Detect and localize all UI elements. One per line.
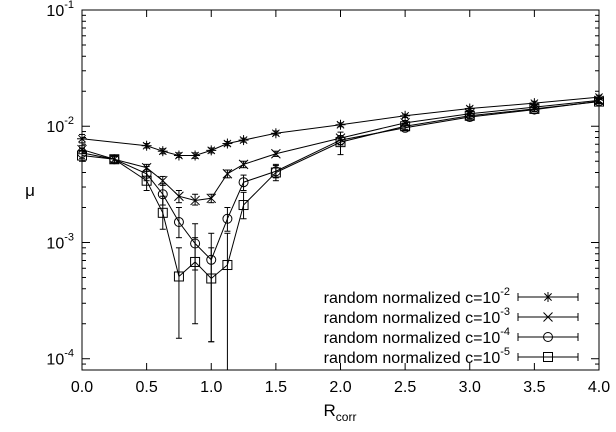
data-point-cross — [174, 191, 184, 202]
error-bar — [143, 170, 150, 192]
data-point-square — [529, 103, 540, 114]
data-point-asterisk — [173, 150, 184, 161]
data-point-asterisk — [400, 110, 411, 121]
data-point-square — [109, 154, 120, 165]
legend-entry: random normalized c=10-2 — [324, 286, 579, 307]
data-point-asterisk — [141, 140, 152, 151]
data-point-cross — [271, 148, 281, 159]
x-tick-label: 2.0 — [329, 379, 351, 396]
data-point-square — [270, 167, 281, 178]
legend-label: random normalized c=10-3 — [324, 306, 510, 327]
legend-label: random normalized c=10-5 — [324, 346, 510, 367]
data-point-square — [173, 271, 184, 282]
x-axis-label-sub: corr — [336, 410, 357, 424]
data-point-circle — [222, 213, 233, 224]
x-tick-label: 1.5 — [265, 379, 287, 396]
x-tick-label: 3.0 — [459, 379, 481, 396]
error-bar — [224, 232, 231, 371]
legend-marker-circle — [543, 332, 553, 342]
x-tick-label: 0.0 — [71, 379, 93, 396]
error-bar — [208, 247, 215, 343]
data-point-square — [222, 260, 233, 271]
error-bar — [192, 193, 199, 206]
data-point-cross — [206, 193, 217, 204]
legend-marker-asterisk — [543, 292, 553, 302]
x-tick-label: 4.0 — [588, 379, 610, 396]
data-point-asterisk — [77, 133, 87, 144]
legend-entry: random normalized c=10-4 — [324, 326, 579, 347]
data-point-circle — [173, 217, 184, 228]
x-axis-label: Rcorr — [324, 401, 357, 424]
data-point-square — [157, 207, 168, 218]
y-tick-label: 10-1 — [46, 0, 74, 20]
error-bar — [192, 237, 199, 325]
data-point-cross — [238, 159, 249, 170]
error-bar — [402, 122, 409, 130]
data-point-square — [238, 200, 249, 211]
data-point-circle — [238, 177, 249, 188]
data-point-square — [77, 150, 87, 161]
error-bar — [79, 149, 85, 162]
series-square — [77, 96, 604, 371]
legend-label: random normalized c=10-4 — [324, 326, 510, 347]
error-bar — [466, 112, 473, 119]
data-point-square — [335, 137, 346, 148]
data-point-cross — [222, 168, 233, 179]
error-bar — [240, 191, 247, 220]
series-line — [81, 96, 600, 157]
data-point-square — [400, 121, 411, 132]
x-tick-label: 2.5 — [394, 379, 416, 396]
y-ticks: 10-1 10-2 10-3 10-4 — [46, 0, 599, 371]
data-point-square — [190, 256, 201, 267]
data-point-asterisk — [270, 128, 281, 139]
legend-marker-cross — [543, 312, 553, 322]
error-bar — [159, 195, 166, 230]
data-point-square — [206, 273, 217, 284]
data-point-asterisk — [238, 135, 249, 146]
error-bar — [224, 206, 231, 232]
x-tick-label: 3.5 — [523, 379, 545, 396]
y-tick-label: 10-3 — [46, 231, 74, 252]
x-axis-label-base: R — [324, 401, 336, 420]
data-point-asterisk — [222, 138, 233, 149]
error-bar — [596, 98, 602, 105]
y-axis-label: μ — [25, 181, 35, 200]
data-point-asterisk — [157, 146, 168, 157]
data-point-cross — [190, 195, 200, 206]
error-bar — [531, 106, 538, 112]
x-ticks: 0.0 0.5 1.0 1.5 2.0 2.5 3.0 3.5 4.0 — [71, 10, 610, 396]
legend-marker-square — [543, 352, 553, 362]
legend-entry: random normalized c=10-5 — [324, 346, 579, 367]
data-point-asterisk — [190, 150, 201, 161]
data-point-square — [141, 175, 152, 186]
error-bar — [175, 206, 182, 239]
data-point-square — [464, 110, 475, 121]
y-tick-label: 10-4 — [46, 348, 74, 369]
x-tick-label: 1.0 — [200, 379, 222, 396]
data-point-square — [594, 96, 604, 107]
error-bar — [175, 247, 182, 339]
error-bar — [337, 131, 344, 156]
data-point-asterisk — [335, 119, 346, 130]
data-point-asterisk — [206, 145, 217, 156]
x-tick-label: 0.5 — [136, 379, 158, 396]
legend-entry: random normalized c=10-3 — [324, 306, 579, 327]
legend-label: random normalized c=10-2 — [324, 286, 510, 307]
y-tick-label: 10-2 — [46, 115, 74, 136]
series-layer — [77, 92, 604, 371]
